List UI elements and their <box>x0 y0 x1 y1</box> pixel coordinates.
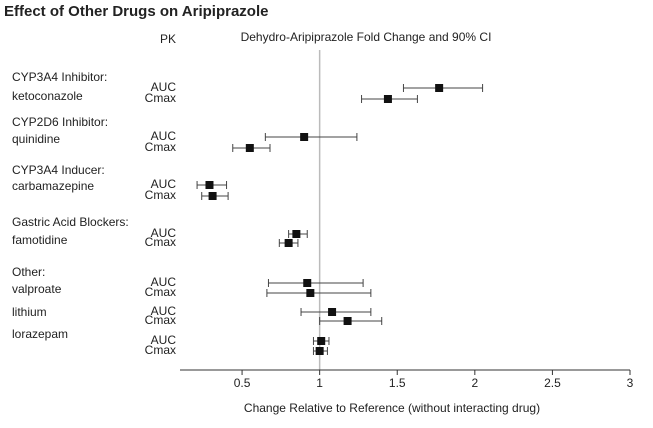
point-estimate <box>328 308 337 316</box>
x-tick-label: 2 <box>471 376 478 390</box>
point-estimate <box>208 192 217 200</box>
pk-label: Cmax <box>145 188 176 202</box>
group-label: CYP3A4 Inducer: <box>12 163 105 177</box>
group-label: lithium <box>12 305 47 319</box>
x-tick-label: 2.5 <box>544 376 561 390</box>
group-label: CYP2D6 Inhibitor: <box>12 115 108 129</box>
chart-title: Effect of Other Drugs on Aripiprazole <box>4 3 268 20</box>
point-estimate <box>435 84 444 92</box>
point-estimate <box>245 144 254 152</box>
point-estimate <box>300 133 309 141</box>
point-estimate <box>383 95 392 103</box>
pk-label: AUC <box>151 304 177 318</box>
pk-label: Cmax <box>145 91 176 105</box>
pk-label: AUC <box>151 226 177 240</box>
x-tick-label: 0.5 <box>234 376 251 390</box>
point-estimate <box>306 289 315 297</box>
point-estimate <box>205 181 214 189</box>
group-label: famotidine <box>12 233 68 247</box>
pk-header: PK <box>160 32 176 46</box>
group-label: ketoconazole <box>12 89 83 103</box>
pk-label: Cmax <box>145 235 176 249</box>
pk-label: Cmax <box>145 285 176 299</box>
group-label: Other: <box>12 265 45 279</box>
x-tick-label: 3 <box>627 376 634 390</box>
point-estimate <box>317 337 326 345</box>
group-label: CYP3A4 Inhibitor: <box>12 70 107 84</box>
subtitle: Dehydro-Aripiprazole Fold Change and 90%… <box>241 30 492 44</box>
pk-label: AUC <box>151 177 177 191</box>
pk-label: AUC <box>151 333 177 347</box>
group-label: valproate <box>12 282 62 296</box>
x-tick-label: 1 <box>316 376 323 390</box>
pk-label: AUC <box>151 275 177 289</box>
point-estimate <box>303 279 312 287</box>
point-estimate <box>284 239 293 247</box>
x-tick-label: 1.5 <box>389 376 406 390</box>
group-label: quinidine <box>12 132 60 146</box>
group-label: lorazepam <box>12 327 68 341</box>
pk-label: AUC <box>151 80 177 94</box>
group-label: carbamazepine <box>12 179 94 193</box>
point-estimate <box>343 317 352 325</box>
point-estimate <box>292 230 301 238</box>
x-axis-label: Change Relative to Reference (without in… <box>244 401 540 415</box>
group-label: Gastric Acid Blockers: <box>12 215 129 229</box>
pk-label: Cmax <box>145 140 176 154</box>
pk-label: Cmax <box>145 313 176 327</box>
pk-label: Cmax <box>145 343 176 357</box>
point-estimate <box>315 347 324 355</box>
pk-label: AUC <box>151 129 177 143</box>
